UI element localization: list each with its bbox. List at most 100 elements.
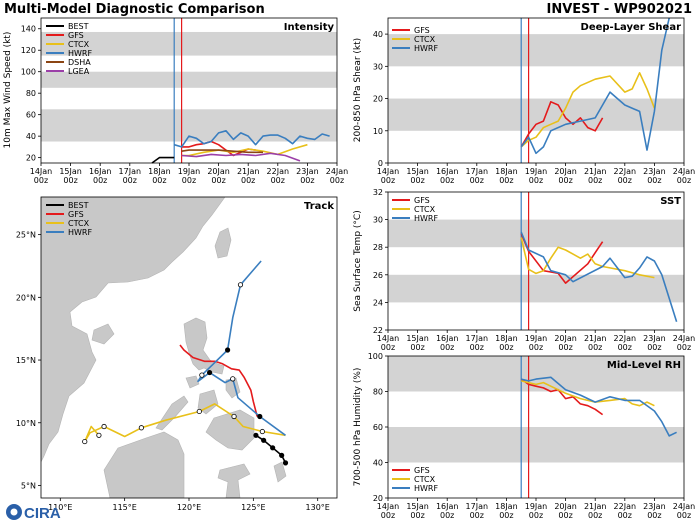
rh-x-ticks: 14Jan00z15Jan00z16Jan00z17Jan00z18Jan00z… <box>377 498 695 520</box>
land-mainland-asia <box>41 197 226 463</box>
shear-bands <box>388 34 684 131</box>
sst-legend-label-gfs: GFS <box>414 196 430 205</box>
rh-x-tick-label: 14Jan <box>377 502 400 511</box>
track-legend-label-gfs: GFS <box>68 210 84 219</box>
rh-series-gfs <box>520 378 604 416</box>
rh-legend-label-ctcx: CTCX <box>414 475 436 484</box>
intensity-legend-label-hwrf: HWRF <box>68 49 92 58</box>
shear-x-tick-label: 20Jan <box>554 167 577 176</box>
intensity-x-tick-label: 20Jan <box>207 167 230 176</box>
intensity-series-gfs <box>181 140 256 157</box>
sst-x-tick-label: 00z <box>677 343 691 352</box>
land-luzon <box>183 317 225 375</box>
intensity-x-tick-label: 00z <box>182 176 196 185</box>
track-x-tick-label: 110°E <box>48 503 72 512</box>
intensity-series-lgea <box>181 152 301 162</box>
track-marker-ctcx <box>82 438 88 445</box>
shear-y-label: 200-850 hPa Shear (kt) <box>353 38 363 142</box>
intensity-x-tick-label: 00z <box>241 176 255 185</box>
shear-legend-label-ctcx: CTCX <box>414 35 436 44</box>
intensity-x-tick-label: 00z <box>63 176 77 185</box>
rh-x-tick-label: 15Jan <box>406 502 429 511</box>
rh-series-hwrf <box>521 376 677 437</box>
shear-x-tick-label: 00z <box>618 176 632 185</box>
intensity-series-ctcx <box>181 143 308 157</box>
track-y-tick-label: 5°N <box>21 481 36 490</box>
cira-logo-center <box>10 508 18 516</box>
track-marker-ctcx <box>138 425 144 431</box>
rh-x-tick-label: 22Jan <box>614 502 637 511</box>
land-panay-negros <box>197 389 219 415</box>
intensity-x-tick-label: 24Jan <box>326 167 349 176</box>
sst-y-tick-label: 28 <box>373 243 383 252</box>
rh-legend-label-hwrf: HWRF <box>414 484 438 493</box>
intensity-x-tick-label: 15Jan <box>59 167 82 176</box>
land-halmahera <box>273 461 287 483</box>
rh-x-tick-label: 00z <box>618 511 632 520</box>
shear-y-tick-label: 40 <box>373 30 383 39</box>
sst-x-tick-label: 22Jan <box>614 334 637 343</box>
track-marker-ctcx <box>196 408 202 415</box>
shear-x-tick-label: 00z <box>470 176 484 185</box>
track-legend-label-hwrf: HWRF <box>68 228 92 237</box>
track-marker-hwrf <box>199 372 205 378</box>
track-x-tick-label: 125°E <box>241 503 265 512</box>
track-x-tick-label: 120°E <box>177 503 201 512</box>
intensity-x-ticks: 14Jan00z15Jan00z16Jan00z17Jan00z18Jan00z… <box>30 163 349 185</box>
shear-x-tick-label: 00z <box>529 176 543 185</box>
sst-x-tick-label: 20Jan <box>554 334 577 343</box>
sst-init-lines <box>520 192 530 330</box>
intensity-y-tick-label: 100 <box>21 68 36 77</box>
track-marker-hwrf <box>230 376 236 382</box>
track-marker-best <box>270 445 276 451</box>
sst-x-tick-label: 14Jan <box>377 334 400 343</box>
cira-logo-text: CIRA <box>24 505 61 522</box>
track-marker-best <box>282 460 289 466</box>
shear-y-ticks: 0 10 20 30 40 <box>373 30 388 168</box>
sst-y-tick-label: 26 <box>373 271 383 280</box>
sst-legend-label-ctcx: CTCX <box>414 205 436 214</box>
sst-x-tick-label: 00z <box>499 343 513 352</box>
sst-x-tick-label: 00z <box>588 343 602 352</box>
sst-x-tick-label: 00z <box>410 343 424 352</box>
shear-x-ticks: 14Jan00z15Jan00z16Jan00z17Jan00z18Jan00z… <box>377 163 695 185</box>
sst-band-0 <box>388 274 684 303</box>
shear-x-tick-label: 00z <box>677 176 691 185</box>
shear-title: Deep-Layer Shear <box>581 22 682 33</box>
rh-x-tick-label: 00z <box>588 511 602 520</box>
track-y-ticks: 5°N 10°N 15°N 20°N 25°N <box>16 231 41 490</box>
shear-x-tick-label: 00z <box>558 176 572 185</box>
shear-x-tick-label: 00z <box>588 176 602 185</box>
sst-x-tick-label: 24Jan <box>673 334 696 343</box>
sst-series <box>520 231 678 322</box>
track-y-tick-label: 20°N <box>16 293 36 302</box>
track-y-tick-label: 10°N <box>16 419 36 428</box>
sst-y-tick-label: 32 <box>373 188 383 197</box>
shear-y-tick-label: 20 <box>373 95 383 104</box>
shear-x-tick-label: 00z <box>647 176 661 185</box>
sst-x-tick-label: 23Jan <box>643 334 666 343</box>
intensity-legend-label-ctcx: CTCX <box>68 40 90 49</box>
track-series-gfs <box>179 344 258 417</box>
rh-y-tick-label: 100 <box>368 352 383 361</box>
sst-bands <box>388 219 684 303</box>
intensity-y-tick-label: 20 <box>26 154 36 163</box>
sst-x-tick-label: 00z <box>470 343 484 352</box>
track-marker-best <box>253 432 259 438</box>
sst-series-ctcx <box>520 237 655 279</box>
rh-x-tick-label: 00z <box>470 511 484 520</box>
intensity-x-tick-label: 23Jan <box>296 167 319 176</box>
sst-series-hwrf <box>520 231 678 322</box>
sst-y-label: Sea Surface Temp (°C) <box>353 210 363 311</box>
track-marker-hwrf <box>257 413 263 420</box>
intensity-series-dsha <box>181 149 263 154</box>
cira-logo: CIRA <box>6 504 61 522</box>
rh-bands <box>388 356 684 463</box>
intensity-band-2 <box>41 31 337 56</box>
shear-x-tick-label: 16Jan <box>436 167 459 176</box>
track-y-tick-label: 15°N <box>16 356 36 365</box>
intensity-x-tick-label: 19Jan <box>178 167 201 176</box>
track-marker-hwrf <box>225 347 231 353</box>
